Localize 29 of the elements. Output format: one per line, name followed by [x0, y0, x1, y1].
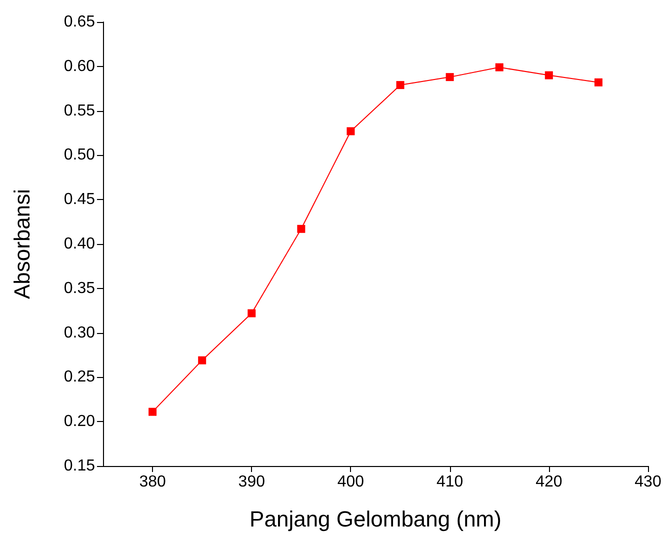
x-tick-label: 420	[536, 474, 562, 490]
point	[297, 224, 306, 233]
x-tick-label: 390	[238, 474, 266, 490]
point	[495, 63, 504, 72]
x-axis-title: Panjang Gelombang (nm)	[250, 506, 502, 532]
y-tick-label: 0.45	[64, 191, 96, 208]
y-tick-label: 0.40	[64, 236, 96, 252]
y-tick-label: 0.20	[64, 413, 96, 430]
x-tick-label: 430	[634, 474, 662, 490]
y-tick-label: 0.35	[64, 280, 96, 297]
y-tick-label: 0.65	[64, 14, 96, 30]
y-tick-label: 0.55	[64, 102, 96, 120]
x-tick-label: 380	[139, 474, 166, 490]
point	[446, 73, 454, 82]
y-tick-label: 0.30	[64, 324, 96, 342]
y-axis-title: Absorbansi	[10, 188, 34, 300]
x-tick-label: 410	[436, 474, 464, 490]
x-tick-label: 400	[337, 474, 364, 490]
point	[148, 408, 157, 416]
point	[396, 81, 404, 90]
y-tick-label: 0.15	[64, 458, 96, 474]
point	[544, 71, 553, 80]
y-tick-label: 0.50	[64, 146, 96, 164]
point	[346, 127, 355, 136]
point	[198, 356, 206, 364]
y-tick-label: 0.60	[64, 58, 96, 75]
y-tick-label: 0.25	[64, 368, 96, 386]
point	[594, 78, 602, 86]
point	[248, 309, 256, 318]
